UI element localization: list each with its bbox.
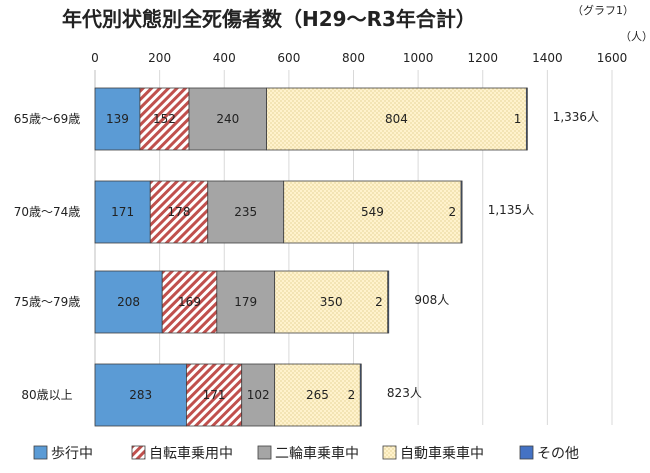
category-label: 75歳～79歳 [14, 295, 81, 309]
legend-label: その他 [537, 446, 579, 462]
data-label: 549 [361, 205, 384, 219]
data-label: 179 [234, 295, 257, 309]
x-tick-label: 1000 [403, 51, 434, 65]
data-label: 152 [153, 112, 176, 126]
chart-note: （グラフ1） [572, 3, 634, 17]
x-tick-label: 1600 [597, 51, 628, 65]
data-label: 102 [247, 388, 270, 402]
x-tick-label: 600 [277, 51, 300, 65]
total-label: 1,336人 [553, 110, 599, 124]
total-labels: 1,336人 1,135人 908人 823人 [387, 110, 599, 400]
bar-segment [460, 180, 463, 244]
chart-title: 年代別状態別全死傷者数（H29～R3年合計） [62, 7, 476, 31]
legend-swatch [33, 445, 48, 460]
category-labels: 65歳～69歳 70歳～74歳 75歳～79歳 80歳以上 [14, 112, 81, 402]
bar-segment [359, 363, 362, 427]
data-label: 265 [306, 388, 329, 402]
data-label: 235 [234, 205, 257, 219]
bar-segment [186, 363, 243, 427]
bar-segment [525, 87, 528, 151]
bar-segment [94, 363, 187, 427]
bar-segment [207, 180, 285, 244]
data-label: 208 [117, 295, 140, 309]
bar-segment [94, 270, 163, 334]
legend-swatch [257, 445, 272, 460]
data-label: 2 [348, 388, 356, 402]
data-label: 2 [448, 205, 456, 219]
data-label: 283 [129, 388, 152, 402]
x-tick-label: 0 [91, 51, 99, 65]
legend-swatch [519, 445, 534, 460]
bar-segment [387, 270, 390, 334]
bar-segment [216, 270, 276, 334]
bar-segment [241, 363, 276, 427]
legend-label: 自転車乗用中 [149, 445, 233, 462]
legend-swatch [131, 445, 146, 460]
x-tick-label: 400 [213, 51, 236, 65]
data-label: 240 [216, 112, 239, 126]
data-label: 2 [375, 295, 383, 309]
data-label: 178 [168, 205, 191, 219]
legend-swatch [382, 445, 397, 460]
unit-label: （人） [620, 30, 650, 43]
data-label: 171 [203, 388, 226, 402]
bars: 139 152 240 804 1 171 178 235 549 2 208 169 179 350 2 2… [94, 87, 528, 427]
x-tick-label: 800 [342, 51, 365, 65]
data-label: 1 [514, 112, 522, 126]
total-label: 908人 [414, 293, 449, 307]
x-axis-ticks: 0 200 400 600 800 1000 1200 1400 1600 [91, 51, 627, 65]
total-label: 823人 [387, 386, 422, 400]
bar-segment [139, 87, 190, 151]
legend-label: 歩行中 [51, 446, 93, 462]
bar-segment [94, 180, 151, 244]
legend-label: 二輪車乗車中 [275, 445, 359, 462]
total-label: 1,135人 [488, 203, 534, 217]
data-label: 350 [320, 295, 343, 309]
bar-segment [188, 87, 267, 151]
legend: 歩行中 自転車乗用中 二輪車乗車中 自動車乗車中 その他 [33, 445, 579, 462]
bar-segment [266, 87, 527, 151]
category-label: 80歳以上 [21, 388, 72, 402]
bar-segment [161, 270, 218, 334]
x-tick-label: 1400 [532, 51, 563, 65]
bar-segment [283, 180, 462, 244]
data-label: 169 [178, 295, 201, 309]
data-label: 171 [111, 205, 134, 219]
legend-label: 自動車乗車中 [400, 445, 484, 462]
category-label: 65歳～69歳 [14, 112, 81, 126]
data-label: 804 [385, 112, 408, 126]
data-label: 139 [106, 112, 129, 126]
x-tick-label: 200 [148, 51, 171, 65]
bar-segment [149, 180, 209, 244]
x-tick-label: 1200 [467, 51, 498, 65]
category-label: 70歳～74歳 [14, 205, 81, 219]
